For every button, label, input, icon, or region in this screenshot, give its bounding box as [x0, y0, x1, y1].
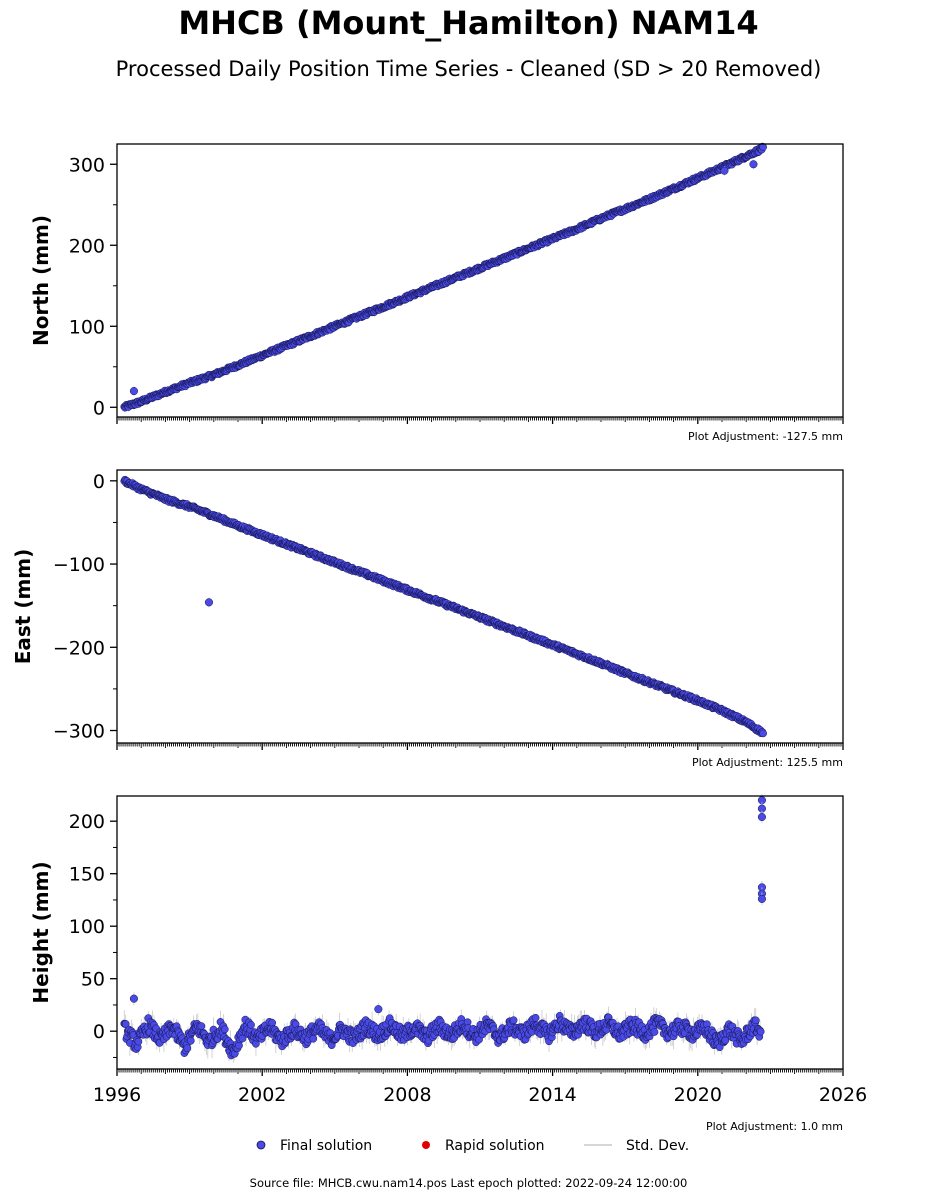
y-tick-label: −300: [53, 721, 105, 743]
final-solution-point: [509, 1016, 518, 1025]
y-tick-label: 300: [69, 154, 105, 176]
final-solution-point: [751, 1016, 760, 1025]
axes-frame: [116, 469, 844, 744]
plot-adjustment-label: Plot Adjustment: -127.5 mm: [688, 430, 843, 443]
final-solution-point: [134, 1037, 143, 1046]
final-solution-point: [183, 1044, 192, 1053]
final-solution-outlier: [749, 160, 758, 169]
y-tick-label: 150: [69, 864, 105, 886]
final-solution-point: [186, 1036, 195, 1045]
final-solution-outlier: [129, 994, 138, 1003]
y-tick-label: 100: [69, 916, 105, 938]
final-solution-point: [247, 1020, 255, 1029]
y-tick-label: −200: [53, 637, 105, 659]
axes-frame: [116, 143, 844, 418]
chart-subtitle: Processed Daily Position Time Series - C…: [115, 57, 822, 81]
y-tick-label: 200: [69, 235, 105, 257]
y-axis-label: North (mm): [29, 215, 53, 346]
final-solution-outlier: [720, 166, 729, 175]
y-tick-label: 100: [69, 316, 105, 338]
final-solution-point: [197, 1022, 206, 1030]
y-tick-label: 0: [93, 471, 105, 493]
y-tick-label: 50: [81, 969, 105, 991]
final-solution-point: [220, 1025, 229, 1034]
final-solution-point: [650, 1028, 659, 1036]
y-axis-label: East (mm): [11, 549, 35, 665]
final-solution-outlier: [757, 894, 766, 903]
final-solution-outlier: [204, 598, 214, 607]
final-solution-outlier: [757, 812, 766, 822]
final-solution-outlier: [129, 387, 138, 396]
chart-title: MHCB (Mount_Hamilton) NAM14: [178, 4, 759, 42]
final-solution-outlier: [374, 1005, 383, 1014]
final-solution-point: [756, 1027, 765, 1036]
plot-adjustment-label: Plot Adjustment: 125.5 mm: [692, 756, 843, 769]
final-solution-point: [759, 729, 767, 738]
final-solution-point: [309, 1034, 318, 1043]
y-tick-label: −100: [53, 554, 105, 576]
final-solution-point: [531, 1013, 540, 1022]
y-tick-label: 0: [93, 397, 105, 419]
y-tick-label: 200: [69, 811, 105, 833]
y-tick-label: 0: [93, 1021, 105, 1043]
